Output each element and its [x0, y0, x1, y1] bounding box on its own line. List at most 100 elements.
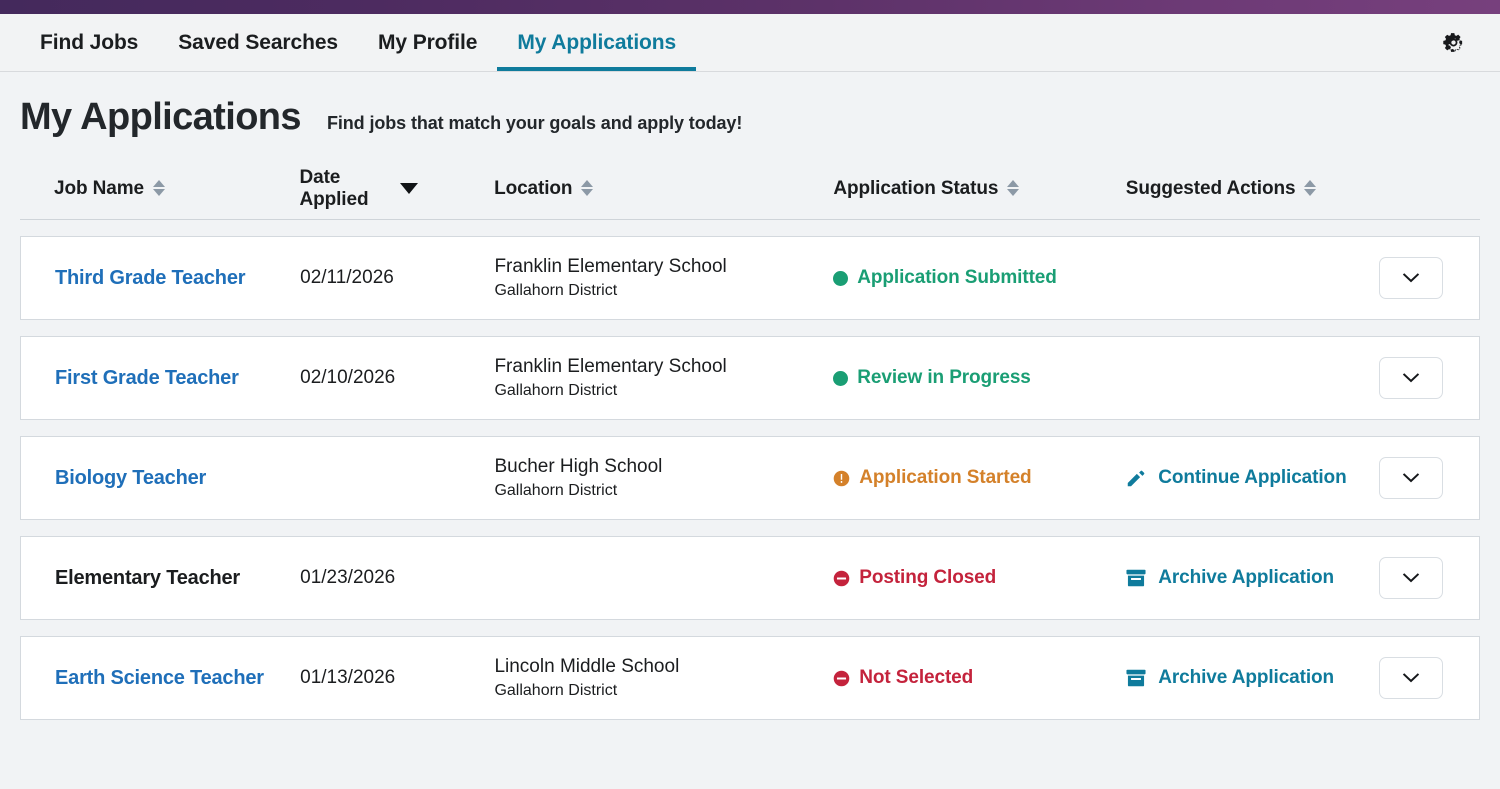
date-applied-value: 01/23/2026: [300, 567, 396, 588]
gear-icon[interactable]: [1440, 30, 1466, 56]
exclamation-circle-icon: [833, 470, 850, 486]
column-header-application-status[interactable]: Application Status: [833, 178, 1125, 199]
status-badge: Posting Closed: [833, 567, 1125, 589]
chevron-down-icon: [1403, 473, 1420, 483]
applications-table: Job Name Date Applied Location Application …: [0, 158, 1500, 720]
expand-row-button[interactable]: [1379, 257, 1444, 299]
status-badge: Application Submitted: [833, 267, 1125, 289]
pencil-icon: [1127, 470, 1145, 487]
page-title: My Applications: [20, 96, 302, 138]
location-school-name: Lincoln Middle School: [494, 655, 680, 677]
cell-job-name: Third Grade Teacher: [21, 265, 300, 291]
suggested-action-link[interactable]: Archive Application: [1125, 667, 1379, 689]
status-label: Posting Closed: [859, 567, 997, 588]
expand-row-button[interactable]: [1379, 657, 1444, 699]
status-label: Not Selected: [859, 667, 974, 688]
column-header-label: Application Status: [833, 177, 999, 199]
chevron-down-icon: [1403, 673, 1420, 683]
status-badge: Application Started: [833, 467, 1125, 489]
cell-job-name: Elementary Teacher: [21, 565, 300, 591]
column-header-label: Date Applied: [299, 167, 369, 210]
filled-circle-icon: [833, 370, 849, 386]
suggested-action-label: Archive Application: [1158, 567, 1335, 588]
job-name-link[interactable]: Biology Teacher: [55, 466, 207, 489]
cell-suggested-action: Archive Application: [1125, 567, 1379, 589]
column-header-job-name[interactable]: Job Name: [20, 178, 299, 199]
table-row: Elementary Teacher 01/23/2026 Posting Clos…: [20, 536, 1480, 620]
location-district-name: Gallahorn District: [494, 481, 618, 499]
table-row: Biology Teacher Bucher High School Gallaho…: [20, 436, 1480, 520]
job-name-link[interactable]: First Grade Teacher: [55, 366, 239, 389]
chevron-down-icon: [1403, 573, 1420, 583]
location-school-name: Franklin Elementary School: [494, 255, 727, 277]
column-header-location[interactable]: Location: [494, 178, 833, 199]
job-name-link[interactable]: Third Grade Teacher: [55, 266, 246, 289]
nav-item-find-jobs[interactable]: Find Jobs: [40, 30, 139, 54]
filled-circle-icon: [833, 270, 849, 286]
nav-item-my-applications[interactable]: My Applications: [497, 14, 696, 71]
cell-date-applied: 02/10/2026: [300, 367, 494, 389]
location-district-name: Gallahorn District: [494, 681, 618, 699]
page-subtitle: Find jobs that match your goals and appl…: [326, 113, 743, 133]
triangle-down-icon[interactable]: [400, 183, 419, 194]
column-header-label: Suggested Actions: [1125, 177, 1296, 199]
cell-job-name: Biology Teacher: [21, 465, 300, 491]
table-body: Third Grade Teacher 02/11/2026 Franklin El…: [20, 236, 1480, 720]
date-applied-value: 01/13/2026: [300, 667, 396, 688]
job-name-link[interactable]: Earth Science Teacher: [55, 666, 264, 689]
location-district-name: Gallahorn District: [494, 281, 618, 299]
location-school-name: Bucher High School: [494, 455, 663, 477]
page-header: My Applications Find jobs that match you…: [0, 72, 1500, 136]
column-header-date-applied[interactable]: Date Applied: [299, 167, 494, 210]
expand-row-button[interactable]: [1379, 557, 1444, 599]
brand-gradient-bar: [0, 0, 1500, 14]
cell-job-name: First Grade Teacher: [21, 365, 300, 391]
suggested-action-label: Continue Application: [1158, 467, 1347, 488]
cell-job-name: Earth Science Teacher: [21, 665, 300, 691]
archive-box-icon: [1126, 569, 1146, 587]
location-school-name: Franklin Elementary School: [494, 355, 727, 377]
job-name-text: Elementary Teacher: [55, 566, 241, 589]
cell-row-toggle: [1379, 357, 1479, 399]
table-row: Third Grade Teacher 02/11/2026 Franklin El…: [20, 236, 1480, 320]
minus-circle-icon: [833, 570, 850, 586]
cell-location: Bucher High School Gallahorn District: [494, 454, 833, 502]
nav-item-saved-searches[interactable]: Saved Searches: [178, 30, 338, 54]
column-header-label: Job Name: [54, 177, 145, 199]
status-label: Application Submitted: [857, 267, 1057, 288]
cell-date-applied: 02/11/2026: [300, 267, 494, 289]
cell-application-status: Application Started: [833, 467, 1125, 489]
status-badge: Review in Progress: [833, 367, 1125, 389]
cell-location: Franklin Elementary School Gallahorn Dist…: [494, 254, 833, 302]
cell-application-status: Review in Progress: [833, 367, 1125, 389]
chevron-down-icon: [1403, 273, 1420, 283]
cell-application-status: Posting Closed: [833, 567, 1125, 589]
minus-circle-icon: [833, 670, 850, 686]
date-applied-value: 02/10/2026: [300, 367, 396, 388]
cell-date-applied: 01/13/2026: [300, 667, 494, 689]
status-label: Application Started: [859, 467, 1032, 488]
nav-item-my-profile[interactable]: My Profile: [377, 30, 478, 54]
sort-updown-icon[interactable]: [1304, 180, 1317, 197]
cell-row-toggle: [1379, 657, 1479, 699]
column-header-suggested-actions[interactable]: Suggested Actions: [1126, 178, 1380, 199]
cell-application-status: Application Submitted: [833, 267, 1125, 289]
cell-row-toggle: [1379, 257, 1479, 299]
suggested-action-link[interactable]: Archive Application: [1125, 567, 1379, 589]
suggested-action-link[interactable]: Continue Application: [1125, 467, 1379, 489]
status-label: Review in Progress: [857, 367, 1031, 388]
sort-updown-icon[interactable]: [153, 180, 166, 197]
nav-items: Find Jobs Saved Searches My Profile My Appl…: [20, 14, 696, 71]
expand-row-button[interactable]: [1379, 357, 1444, 399]
table-row: First Grade Teacher 02/10/2026 Franklin El…: [20, 336, 1480, 420]
expand-row-button[interactable]: [1379, 457, 1444, 499]
location-district-name: Gallahorn District: [494, 381, 618, 399]
sort-updown-icon[interactable]: [581, 180, 594, 197]
archive-box-icon: [1126, 669, 1146, 687]
column-header-label: Location: [494, 177, 573, 199]
status-badge: Not Selected: [833, 667, 1125, 689]
table-header-row: Job Name Date Applied Location Application …: [20, 158, 1480, 220]
chevron-down-icon: [1403, 373, 1420, 383]
cell-row-toggle: [1379, 557, 1479, 599]
sort-updown-icon[interactable]: [1007, 180, 1020, 197]
